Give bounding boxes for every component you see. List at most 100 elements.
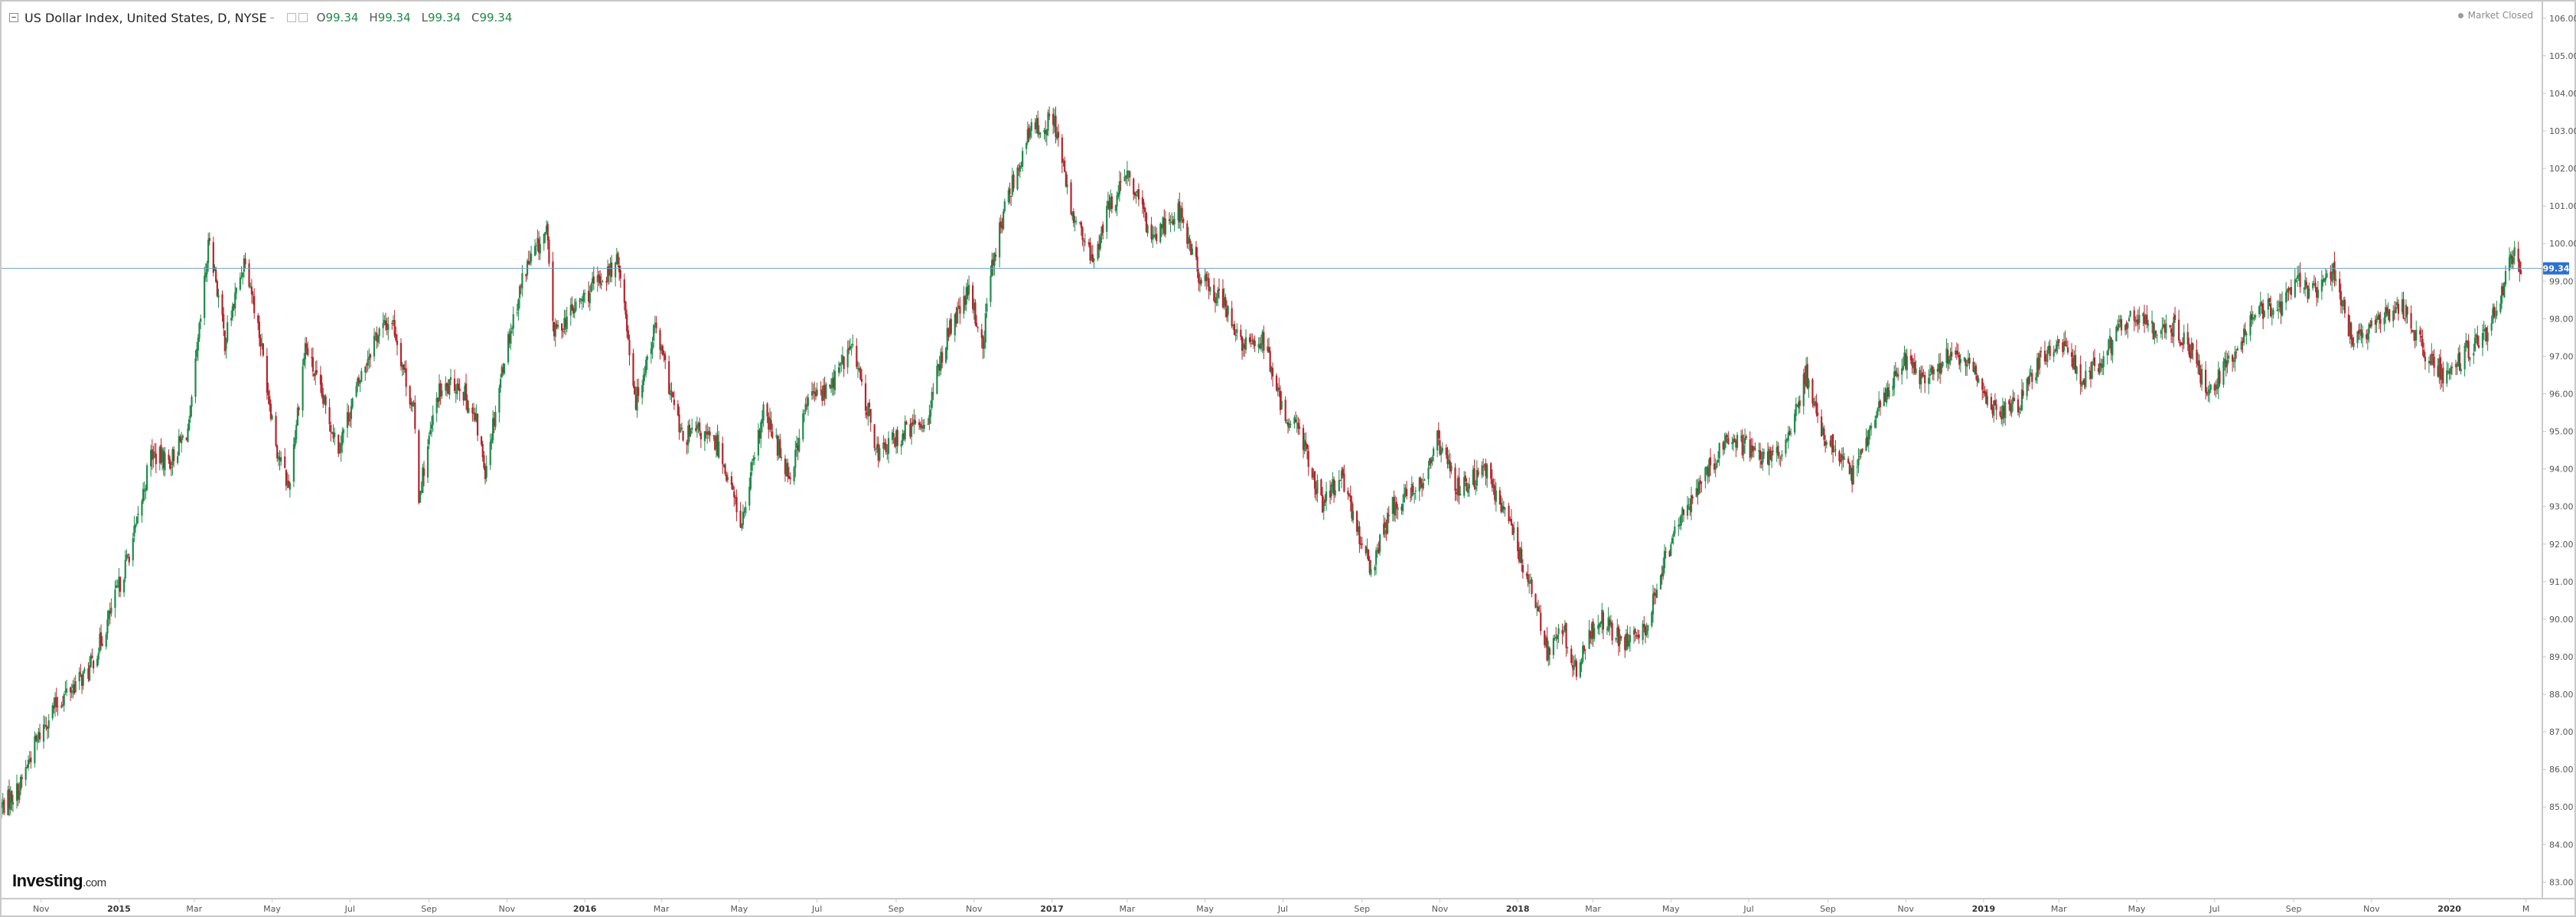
candle-down bbox=[212, 242, 214, 273]
candle-down bbox=[403, 364, 405, 370]
candle-up bbox=[1091, 254, 1093, 260]
candle-up bbox=[1574, 660, 1577, 667]
candle-up bbox=[207, 240, 210, 264]
candle-up bbox=[1723, 441, 1726, 450]
candle-up bbox=[910, 423, 913, 437]
candle-up bbox=[1486, 465, 1489, 479]
candle-down bbox=[885, 443, 887, 453]
candle-up bbox=[1312, 472, 1315, 477]
candle-down bbox=[1897, 374, 1899, 377]
candle-down bbox=[1990, 396, 1993, 410]
candle-down bbox=[1798, 400, 1801, 406]
candle-down bbox=[34, 735, 37, 740]
candle-up bbox=[1556, 635, 1559, 640]
price-line-layer: 99.34 bbox=[2, 262, 2570, 275]
candle-up bbox=[2454, 364, 2457, 367]
candles-layer bbox=[2, 106, 2522, 818]
settings-box-icon[interactable] bbox=[298, 13, 308, 22]
candle-up bbox=[798, 438, 801, 452]
candle-up bbox=[141, 501, 143, 516]
candle-up bbox=[2111, 340, 2114, 356]
candle-up bbox=[1492, 484, 1495, 488]
candle-up bbox=[607, 266, 609, 282]
candle-down bbox=[1832, 434, 1834, 453]
candle-down bbox=[2170, 328, 2173, 333]
candle-down bbox=[1947, 350, 1949, 364]
candle-down bbox=[546, 224, 549, 240]
candle-up bbox=[1162, 217, 1164, 229]
candle-up bbox=[377, 335, 380, 343]
candle-down bbox=[919, 423, 921, 428]
candle-up bbox=[753, 457, 756, 459]
candle-down bbox=[670, 390, 673, 393]
candle-up bbox=[2223, 358, 2226, 364]
candle-up bbox=[887, 438, 890, 454]
candle-down bbox=[1521, 549, 1523, 563]
candle-down bbox=[445, 383, 448, 387]
candle-down bbox=[215, 269, 217, 282]
candle-down bbox=[1156, 233, 1158, 241]
candle-down bbox=[2043, 351, 2046, 362]
candle-down bbox=[1491, 479, 1493, 488]
candle-up bbox=[70, 690, 73, 693]
candle-down bbox=[829, 384, 831, 387]
candle-up bbox=[491, 439, 493, 444]
candle-up bbox=[204, 272, 207, 278]
candle-down bbox=[1034, 122, 1036, 129]
candle-down bbox=[1919, 370, 1921, 384]
collapse-legend-button[interactable] bbox=[9, 13, 18, 22]
candle-down bbox=[1602, 612, 1605, 630]
dropdown-arrow-icon[interactable]: – bbox=[269, 12, 275, 23]
candle-up bbox=[2428, 361, 2431, 364]
candle-up bbox=[2312, 282, 2314, 289]
candle-down bbox=[2439, 357, 2442, 380]
candle-up bbox=[438, 383, 441, 401]
candle-up bbox=[428, 436, 430, 445]
candle-down bbox=[2330, 271, 2332, 279]
candle-down bbox=[699, 423, 701, 432]
candle-up bbox=[687, 426, 690, 445]
candle-down bbox=[2261, 303, 2263, 305]
candle-down bbox=[537, 239, 540, 253]
candle-up bbox=[1116, 195, 1118, 207]
candle-down bbox=[1817, 412, 1819, 416]
candle-up bbox=[2249, 315, 2252, 336]
candle-down bbox=[927, 423, 929, 425]
candle-down bbox=[812, 391, 814, 393]
candle-up bbox=[554, 323, 556, 337]
candle-down bbox=[2070, 352, 2073, 357]
candle-up bbox=[1410, 484, 1413, 497]
candle-up bbox=[983, 341, 986, 348]
candle-down bbox=[155, 453, 157, 465]
candle-down bbox=[1320, 479, 1322, 495]
toggle-visibility-icon[interactable] bbox=[286, 13, 296, 22]
candle-up bbox=[999, 222, 1001, 258]
candle-up bbox=[2494, 316, 2496, 318]
candle-up bbox=[743, 511, 745, 513]
candle-down bbox=[964, 296, 967, 305]
candle-down bbox=[1213, 285, 1215, 302]
candle-up bbox=[133, 525, 135, 537]
candle-up bbox=[573, 308, 576, 314]
candle-up bbox=[584, 292, 586, 295]
candle-up bbox=[2281, 301, 2284, 316]
candle-down bbox=[663, 353, 665, 355]
candle-up bbox=[1378, 534, 1381, 552]
candle-down bbox=[87, 668, 90, 679]
candle-up bbox=[904, 421, 906, 440]
candle-down bbox=[1861, 449, 1864, 452]
candle-up bbox=[378, 328, 380, 336]
candle-down bbox=[680, 427, 683, 429]
candle-up bbox=[902, 433, 904, 445]
candle-up bbox=[181, 438, 183, 444]
candle-up bbox=[2335, 279, 2337, 281]
candle-up bbox=[778, 441, 780, 455]
candle-up bbox=[286, 480, 289, 485]
candle-down bbox=[1707, 467, 1709, 477]
candle-up bbox=[856, 367, 859, 369]
candle-up bbox=[803, 413, 806, 414]
candle-up bbox=[178, 436, 180, 456]
candle-up bbox=[350, 406, 353, 419]
symbol-title[interactable]: US Dollar Index, United States, D, NYSE bbox=[24, 10, 267, 25]
